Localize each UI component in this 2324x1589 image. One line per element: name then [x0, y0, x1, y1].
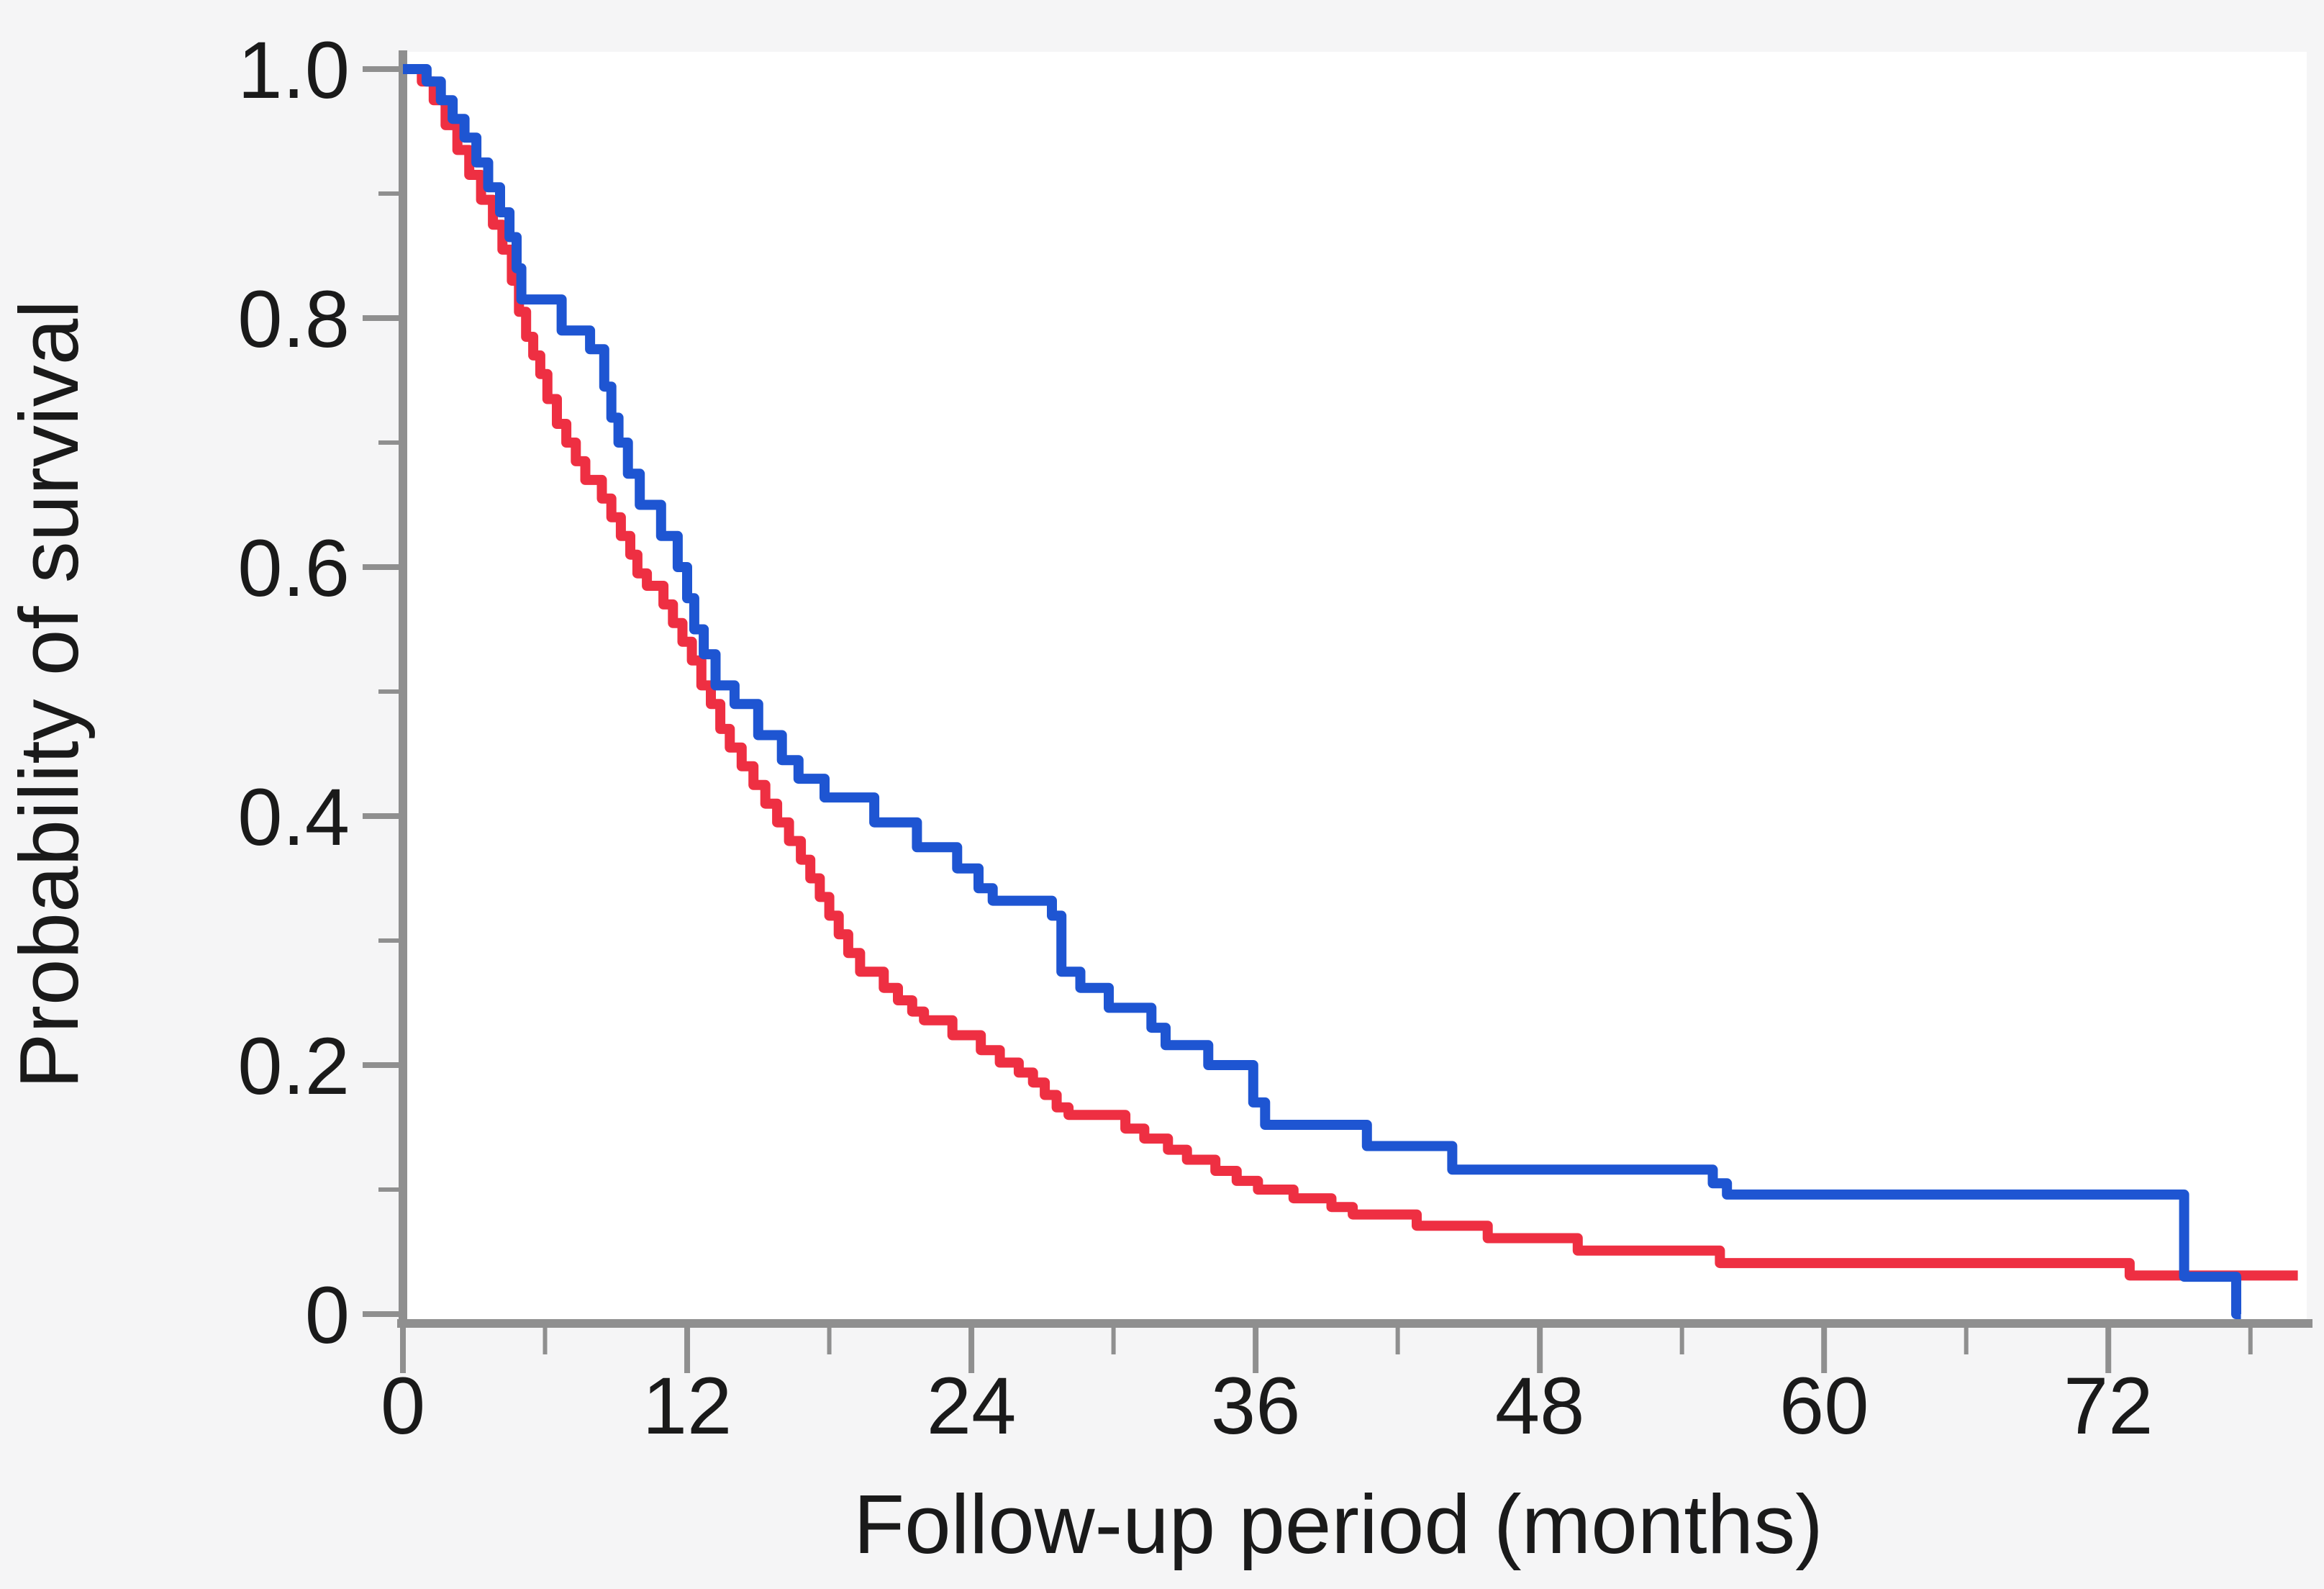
- x-tick-label: 24: [927, 1361, 1017, 1451]
- y-tick-label: 0: [305, 1270, 350, 1360]
- series-blue-curve: [403, 64, 2241, 1319]
- x-tick-label: 72: [2064, 1361, 2153, 1451]
- tick-labels: 1.0 0.8 0.6 0.4 0.2 00 12 24 36 48 60 72: [237, 25, 2153, 1451]
- y-tick-label: 0.4: [237, 772, 350, 862]
- y-axis-title: Probability of survival: [2, 300, 96, 1089]
- axis-ticks: [363, 66, 2253, 1373]
- x-tick-label: 36: [1211, 1361, 1301, 1451]
- y-tick-label: 0.8: [237, 274, 350, 364]
- x-tick-label: 12: [643, 1361, 732, 1451]
- plot-area: [407, 52, 2307, 1323]
- series-curves: [403, 64, 2298, 1319]
- y-tick-label: 1.0: [237, 25, 350, 115]
- x-tick-label: 60: [1779, 1361, 1869, 1451]
- y-tick-label: 0.2: [237, 1021, 350, 1111]
- series-red-curve: [403, 64, 2298, 1281]
- x-tick-label: 48: [1495, 1361, 1585, 1451]
- y-tick-label: 0.6: [237, 523, 350, 613]
- x-axis-title: Follow-up period (months): [853, 1477, 1823, 1571]
- x-tick-label: 0: [381, 1361, 425, 1451]
